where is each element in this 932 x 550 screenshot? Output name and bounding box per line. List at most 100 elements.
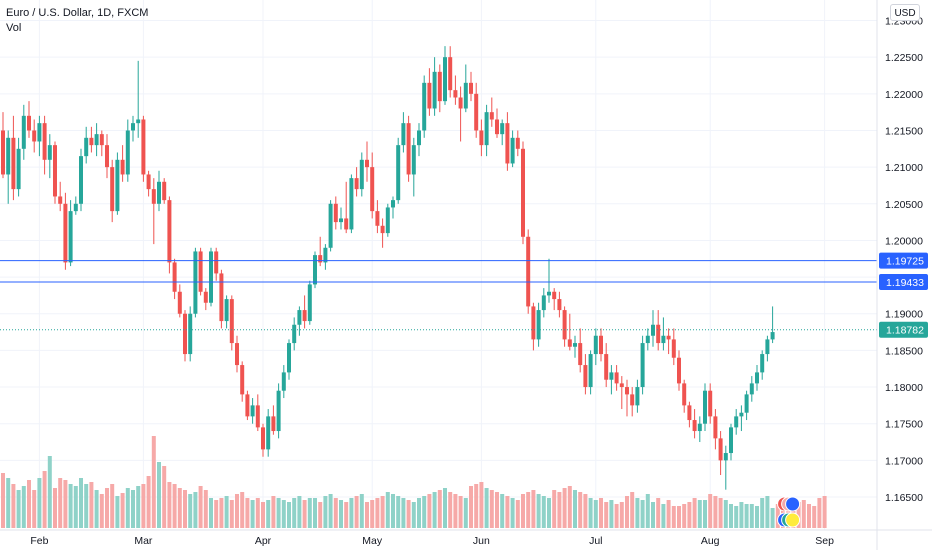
candle-body (292, 324, 297, 344)
candle-body (614, 372, 619, 384)
time-tick-label: Feb (30, 535, 48, 547)
volume-bar (302, 500, 307, 528)
candle-body (276, 390, 281, 432)
volume-bar (619, 502, 624, 528)
candle-body (739, 412, 744, 417)
candle-body (479, 130, 484, 146)
candle-body (177, 291, 182, 314)
candle-body (99, 134, 104, 146)
last-price-label: 1.18782 (886, 325, 924, 337)
candle-body (765, 339, 770, 355)
volume-bar (193, 492, 198, 528)
volume-bar (552, 490, 557, 528)
volume-bar (255, 498, 260, 528)
volume-bar (58, 478, 63, 528)
volume-bar (635, 498, 640, 528)
volume-label: Vol (6, 22, 22, 34)
candle-body (391, 200, 395, 208)
volume-bar (292, 498, 297, 528)
candle-body (151, 189, 156, 204)
volume-bar (541, 496, 546, 528)
candle-body (344, 218, 349, 230)
level-price-badge (879, 274, 928, 291)
volume-bar (245, 498, 250, 528)
volume-bar (162, 466, 167, 528)
candle-body (469, 82, 473, 94)
candle-body (365, 159, 369, 168)
price-tick-label: 1.16500 (885, 492, 923, 504)
candle-body (287, 343, 291, 373)
candle-body (224, 299, 229, 322)
volume-bar (219, 498, 224, 528)
candle-body (209, 251, 213, 303)
volume-bar (172, 484, 177, 528)
last-price-badge (879, 321, 928, 338)
volume-bar (141, 484, 146, 528)
candle-body (651, 324, 655, 336)
candle-body (235, 343, 239, 366)
volume-bar (125, 488, 130, 528)
volume-bar (32, 490, 37, 528)
candle-body (47, 145, 52, 160)
volume-bar (380, 496, 385, 528)
level-price-badge (879, 252, 928, 269)
candle-body (53, 145, 57, 197)
volume-bar (495, 492, 499, 528)
candle-body (495, 119, 499, 135)
candle-body (146, 174, 151, 190)
candle-body (692, 420, 697, 432)
candle-body (593, 335, 598, 355)
candle-body (219, 273, 224, 322)
volume-bar (89, 482, 94, 528)
candle-body (27, 115, 31, 131)
candle-body (515, 137, 520, 149)
volume-bar (812, 506, 817, 528)
volume-bar (708, 494, 713, 528)
volume-bar (105, 488, 109, 528)
candle-body (375, 211, 380, 226)
price-tick-label: 1.21500 (885, 125, 923, 137)
volume-bar (406, 500, 411, 528)
candle-body (458, 97, 463, 109)
volume-bar (297, 496, 302, 528)
volume-bar (73, 486, 78, 528)
volume-bar (136, 486, 141, 528)
volume-bar (723, 500, 728, 528)
volume-bar (443, 488, 447, 528)
candle-body (770, 332, 775, 340)
volume-bar (567, 486, 572, 528)
volume-bar (250, 500, 255, 528)
candle-body (167, 200, 172, 263)
volume-bar (146, 476, 151, 528)
candle-body (729, 427, 733, 454)
volume-bar (349, 498, 354, 528)
candle-body (401, 123, 406, 146)
candle-body (682, 383, 687, 406)
candle-body (541, 295, 546, 311)
candle-body (749, 383, 754, 395)
volume-bar (99, 494, 104, 528)
volume-bar (536, 494, 541, 528)
candle-body (131, 123, 135, 131)
volume-bar (526, 492, 531, 528)
volume-bar (344, 502, 349, 528)
currency-button[interactable]: USD (890, 4, 920, 21)
volume-bar (666, 500, 671, 528)
volume-bar (687, 502, 692, 528)
price-tick-label: 1.19000 (885, 309, 923, 321)
candle-body (604, 354, 609, 380)
volume-bar (521, 494, 525, 528)
volume-bar (765, 496, 770, 528)
candle-body (645, 335, 650, 344)
volume-bar (287, 502, 291, 528)
volume-bar (188, 494, 193, 528)
candle-body (723, 453, 728, 461)
candle-body (437, 71, 442, 102)
volume-bar (807, 504, 811, 528)
volume-bar (328, 494, 333, 528)
volume-bar (271, 496, 276, 528)
volume-bar (313, 498, 317, 528)
candle-body (718, 438, 723, 461)
candle-body (463, 82, 468, 109)
